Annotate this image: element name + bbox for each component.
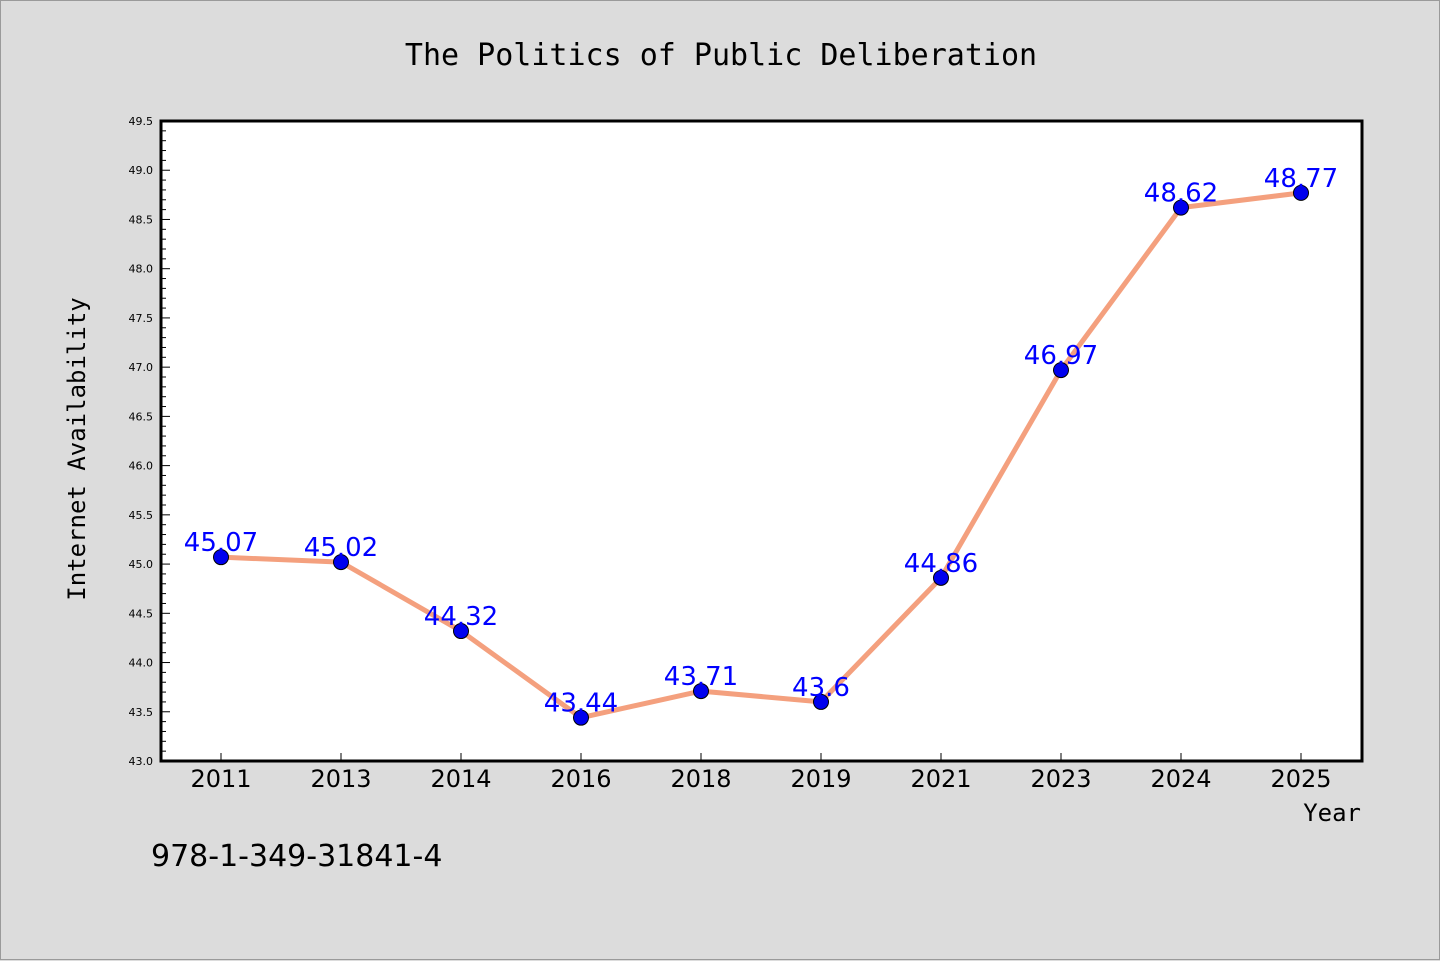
- y-tick-label: 47.0: [129, 361, 154, 374]
- x-tick-label: 2018: [670, 765, 731, 793]
- data-label: 43.44: [544, 689, 618, 719]
- data-point: [1173, 199, 1189, 216]
- y-tick-label: 47.5: [129, 312, 154, 325]
- y-tick-label: 45.5: [129, 509, 154, 522]
- x-tick-label: 2014: [430, 765, 491, 793]
- x-axis: 2011 2013 2014 2016 2018 2019 2021 2023 2024 2025: [190, 753, 1332, 793]
- y-tick-label: 49.5: [129, 115, 154, 128]
- y-tick-label: 43.0: [129, 755, 154, 768]
- data-label: 46.97: [1024, 341, 1098, 371]
- y-axis-label: Internet Availability: [63, 297, 91, 600]
- x-tick-label: 2019: [790, 765, 851, 793]
- x-axis-label: Year: [1303, 799, 1361, 827]
- data-point: [813, 693, 829, 710]
- data-label: 43.6: [792, 673, 850, 703]
- y-tick-label: 46.0: [129, 460, 154, 473]
- x-tick-label: 2021: [910, 765, 971, 793]
- y-tick-label: 44.0: [129, 657, 154, 670]
- y-axis: 43.0 43.5 44.0 44.5 45.0 45.5 46.0 46.5 47.0 47.5…: [129, 115, 170, 768]
- data-point: [573, 709, 589, 726]
- y-tick-label: 49.0: [129, 164, 154, 177]
- data-label: 44.86: [904, 549, 978, 579]
- x-tick-label: 2011: [190, 765, 251, 793]
- data-point: [1053, 362, 1069, 379]
- data-label: 43.71: [664, 662, 738, 692]
- data-label: 44.32: [424, 602, 498, 632]
- series-line: [220, 190, 1302, 721]
- y-tick-label: 48.5: [129, 213, 154, 226]
- data-point: [333, 554, 349, 571]
- y-tick-label: 43.5: [129, 706, 154, 719]
- isbn-text: 978-1-349-31841-4: [151, 839, 442, 874]
- data-point: [1293, 184, 1309, 201]
- data-point: [453, 623, 469, 640]
- y-tick-label: 44.5: [129, 607, 154, 620]
- x-tick-label: 2013: [310, 765, 371, 793]
- series-layer: 45.07 45.02 44.32 43.44 43.71 43.6 44.86 46.97 4…: [184, 164, 1338, 726]
- data-label: 45.07: [184, 528, 258, 558]
- x-tick-label: 2025: [1270, 765, 1331, 793]
- y-tick-label: 48.0: [129, 263, 154, 276]
- x-tick-label: 2024: [1150, 765, 1211, 793]
- data-point: [693, 683, 709, 700]
- x-tick-label: 2023: [1030, 765, 1091, 793]
- plot-area: [159, 119, 1364, 763]
- y-tick-label: 45.0: [129, 558, 154, 571]
- chart-title: The Politics of Public Deliberation: [405, 38, 1037, 73]
- y-tick-label: 46.5: [129, 410, 154, 423]
- data-label: 48.62: [1144, 179, 1218, 209]
- x-tick-label: 2016: [550, 765, 611, 793]
- data-label: 48.77: [1264, 164, 1338, 194]
- data-point: [933, 569, 949, 586]
- data-point: [213, 549, 229, 566]
- data-label: 45.02: [304, 533, 378, 563]
